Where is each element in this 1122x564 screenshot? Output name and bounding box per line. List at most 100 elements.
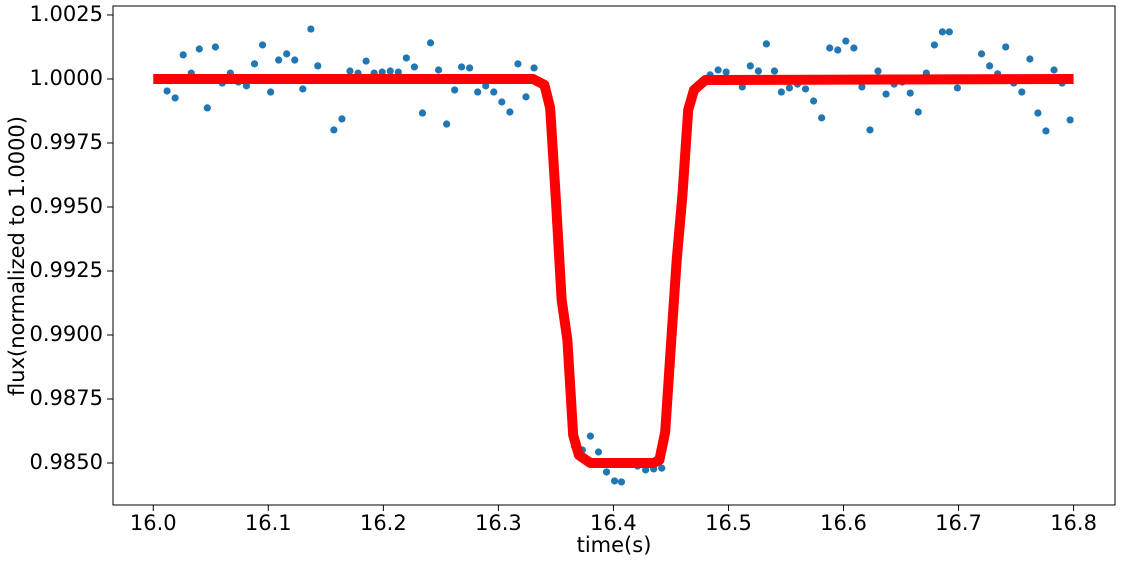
data-point	[474, 88, 482, 96]
data-point	[850, 44, 858, 52]
x-tick-label: 16.8	[1050, 511, 1097, 535]
y-tick-label: 1.0025	[30, 2, 103, 26]
data-point	[930, 41, 938, 49]
data-point	[522, 93, 530, 101]
data-point	[426, 39, 435, 47]
data-point	[258, 41, 267, 49]
x-tick-label: 16.3	[475, 511, 522, 535]
data-point	[195, 45, 203, 53]
data-point	[722, 68, 730, 76]
data-point	[1034, 109, 1042, 117]
data-point	[291, 56, 299, 64]
data-point	[777, 88, 785, 96]
x-tick-label: 16.7	[935, 511, 982, 535]
data-point	[906, 89, 914, 97]
data-point	[617, 478, 626, 486]
data-point	[506, 108, 514, 116]
data-point	[242, 82, 251, 90]
data-point	[267, 88, 275, 96]
data-point	[179, 51, 187, 59]
data-point	[338, 115, 346, 123]
x-axis-label: time(s)	[577, 533, 652, 557]
x-tick-label: 16.0	[130, 511, 177, 535]
data-point	[658, 464, 666, 472]
model-line	[153, 73, 1074, 469]
data-point	[307, 25, 315, 33]
data-point	[283, 50, 291, 58]
data-point	[490, 88, 498, 96]
data-point	[1002, 43, 1010, 51]
data-point	[586, 432, 595, 440]
data-point	[498, 98, 506, 106]
data-point	[938, 28, 947, 36]
data-point	[330, 126, 338, 134]
data-point	[530, 64, 538, 72]
data-point	[410, 63, 419, 71]
y-tick-label: 0.9900	[30, 322, 103, 346]
data-point	[826, 44, 834, 52]
data-point	[714, 66, 722, 74]
data-point	[914, 108, 922, 116]
data-point	[874, 67, 882, 75]
y-tick-label: 0.9975	[30, 130, 103, 154]
x-tick-label: 16.2	[360, 511, 407, 535]
data-point	[514, 60, 522, 68]
data-point	[378, 68, 386, 76]
data-point	[1042, 127, 1050, 135]
data-point	[953, 84, 961, 92]
data-point	[402, 54, 410, 62]
data-point	[610, 477, 619, 485]
data-point	[738, 83, 746, 91]
data-point	[754, 67, 762, 75]
data-point	[482, 82, 490, 90]
data-point	[602, 468, 611, 476]
y-tick-label: 0.9875	[30, 386, 103, 410]
data-point	[1050, 66, 1058, 74]
data-point	[275, 56, 283, 64]
y-axis-label: flux(normalized to 1.0000)	[5, 116, 29, 396]
data-point	[171, 94, 179, 102]
data-point	[250, 60, 259, 68]
data-point	[1018, 88, 1026, 96]
x-tick-label: 16.4	[590, 511, 637, 535]
data-point	[418, 109, 427, 117]
data-point	[842, 37, 850, 45]
data-point	[443, 120, 451, 128]
data-point	[346, 67, 354, 75]
x-tick-label: 16.1	[245, 511, 292, 535]
data-point	[818, 114, 826, 122]
data-point	[394, 68, 402, 76]
data-point	[770, 67, 779, 75]
y-tick-label: 1.0000	[30, 66, 103, 90]
data-point	[211, 43, 219, 51]
data-point	[451, 86, 459, 94]
data-point	[642, 466, 650, 474]
data-point	[866, 126, 874, 134]
data-point	[858, 83, 866, 91]
data-point	[434, 66, 443, 74]
data-point	[386, 67, 394, 75]
data-point	[1026, 55, 1034, 63]
data-point	[457, 63, 466, 71]
data-point	[746, 62, 754, 70]
data-point	[834, 46, 842, 54]
data-point	[986, 62, 994, 70]
data-point	[314, 62, 322, 70]
data-point	[1066, 116, 1074, 124]
data-point	[163, 87, 171, 95]
data-point	[466, 64, 474, 72]
data-point	[945, 28, 953, 36]
y-tick-label: 0.9925	[30, 258, 103, 282]
data-point	[882, 90, 890, 98]
x-tick-label: 16.6	[820, 511, 867, 535]
data-point	[594, 448, 603, 456]
data-point	[977, 50, 986, 58]
data-point	[809, 97, 818, 105]
data-point	[801, 85, 810, 93]
x-tick-label: 16.5	[705, 511, 752, 535]
y-tick-label: 0.9850	[30, 450, 103, 474]
data-point	[362, 57, 370, 65]
data-point	[203, 104, 211, 112]
data-point	[762, 40, 771, 48]
